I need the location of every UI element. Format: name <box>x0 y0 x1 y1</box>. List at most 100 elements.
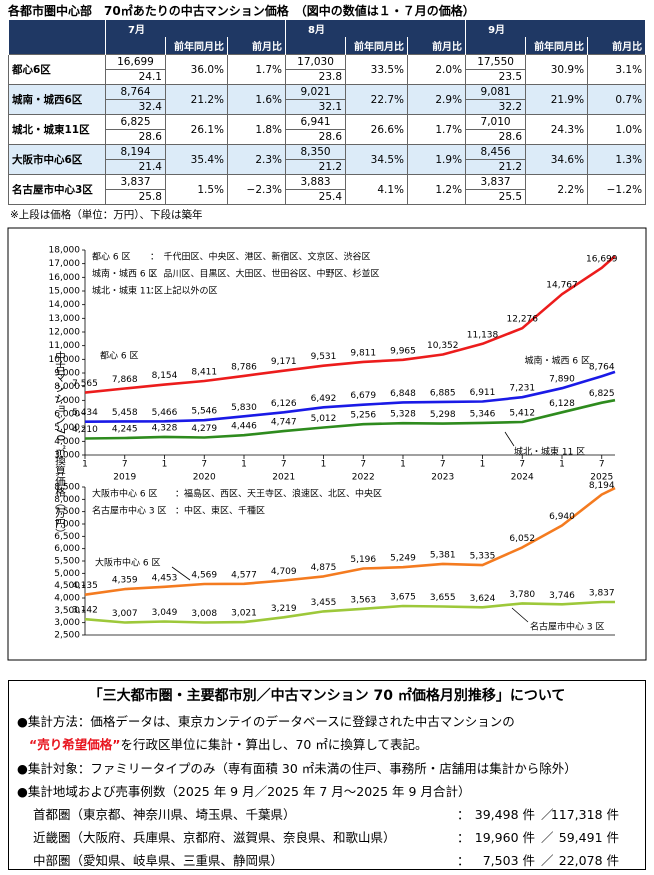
y-tick-label: 3,000 <box>54 451 80 461</box>
table-row: 名古屋市中心3区 3,837 25.8 1.5% −2.3% 3,883 25.4 4.1% 1… <box>8 174 647 205</box>
header-blank <box>8 20 106 55</box>
value-label: 6,911 <box>470 388 496 398</box>
value-label: 3,021 <box>231 609 257 619</box>
area-count: 39,498 件 <box>474 807 535 822</box>
value-label: 11,138 <box>467 330 499 340</box>
mom: 2.0% <box>407 54 467 85</box>
x-tick-label: 1 <box>400 460 406 470</box>
info-method-line: “売り希望価格”を行政区単位に集計・算出し、70 ㎡に換算して表記。 <box>29 734 427 753</box>
y-tick-label: 12,000 <box>49 328 81 338</box>
leader-line <box>171 566 191 581</box>
value-label: 8,764 <box>589 363 615 373</box>
year-label: 2020 <box>193 473 216 483</box>
price: 7,010 <box>466 115 526 130</box>
yoy: 30.9% <box>525 54 589 85</box>
price: 8,350 <box>286 145 346 160</box>
x-tick-label: 1 <box>241 460 247 470</box>
value-label: 6,940 <box>549 512 575 522</box>
value-label: 3,007 <box>112 609 138 619</box>
y-tick-label: 3,500 <box>54 606 80 616</box>
line-series <box>84 255 616 394</box>
yoy: 34.5% <box>345 144 409 175</box>
area-total: 59,491 件 <box>558 830 619 845</box>
line-series <box>84 370 616 423</box>
y-tick-label: 18,000 <box>49 246 81 256</box>
y-tick-label: 15,000 <box>49 287 81 297</box>
mom: 0.7% <box>587 84 647 115</box>
x-tick-label: 7 <box>122 460 128 470</box>
age: 21.2 <box>318 161 343 173</box>
subheader: 前年同月比 <box>345 37 409 55</box>
header-blank <box>285 37 347 55</box>
value-label: 4,747 <box>271 418 297 428</box>
x-tick-label: 7 <box>281 460 287 470</box>
mom: −2.3% <box>226 174 287 205</box>
y-tick-label: 13,000 <box>49 314 81 324</box>
age: 32.1 <box>318 101 343 113</box>
info-area-title: ●集計地域および売事例数（2025 年 9 月／2025 年 7 月～2025 … <box>17 784 471 799</box>
y-tick-label: 3,000 <box>54 618 80 628</box>
value-label: 4,577 <box>231 570 257 580</box>
x-tick-label: 1 <box>321 460 327 470</box>
value-label: 4,245 <box>112 424 138 434</box>
y-tick-label: 14,000 <box>49 300 81 310</box>
chart-frame <box>7 227 647 661</box>
y-tick-label: 4,500 <box>54 581 80 591</box>
area-name: 首都圏（東京都、神奈川県、埼玉県、千葉県） <box>33 807 296 822</box>
series-name: 都心 6 区 <box>100 351 138 362</box>
y-tick-label: 8,000 <box>54 382 80 392</box>
price-cell: 9,021 32.1 <box>285 84 347 115</box>
value-label: 16,699 <box>586 254 618 264</box>
price-cell: 17,550 23.5 <box>465 54 527 85</box>
price: 16,699 <box>106 55 165 70</box>
x-tick-label: 7 <box>599 460 605 470</box>
value-label: 5,546 <box>191 407 217 417</box>
year-label: 2023 <box>431 473 454 483</box>
y-tick-label: 10,000 <box>49 355 81 365</box>
value-label: 6,128 <box>549 399 575 409</box>
price-table: 7月 8月 9月 前年同月比 前月比 前年同月比 前月比 前年同月比 前月比 都心6区 16,699… <box>8 20 647 205</box>
yoy: 24.3% <box>525 114 589 145</box>
area-slash: ／ <box>541 830 554 845</box>
subheader: 前年同月比 <box>165 37 228 55</box>
value-label: 12,276 <box>507 315 539 325</box>
subheader: 前月比 <box>407 37 467 55</box>
info-title: 「三大都市圏・主要都市別／中古マンション 70 ㎡価格月別推移」について <box>88 688 566 704</box>
yoy: 1.5% <box>165 174 228 205</box>
age: 25.5 <box>498 191 523 203</box>
area-slash: ／ <box>541 807 554 822</box>
value-label: 6,848 <box>390 389 416 399</box>
value-label: 3,780 <box>509 590 535 600</box>
note-area: 城北・城東 11 区 <box>92 285 163 297</box>
info-method-rest: を行政区単位に集計・算出し、70 ㎡に換算して表記。 <box>120 737 428 752</box>
leader-line <box>504 431 515 447</box>
price: 17,030 <box>286 55 346 70</box>
subheader: 前月比 <box>226 37 287 55</box>
price: 9,081 <box>466 85 526 100</box>
y-tick-label: 5,500 <box>54 557 80 567</box>
note-area: 大阪市中心 6 区 <box>92 488 157 500</box>
value-label: 3,219 <box>271 604 297 614</box>
mom: 1.2% <box>407 174 467 205</box>
price: 8,456 <box>466 145 526 160</box>
value-label: 3,837 <box>589 589 615 599</box>
value-label: 4,709 <box>271 567 297 577</box>
age: 25.8 <box>138 191 162 203</box>
month-header: 7月 <box>104 20 287 37</box>
age: 23.5 <box>498 71 523 83</box>
value-label: 3,655 <box>430 593 456 603</box>
value-label: 4,279 <box>191 424 217 434</box>
price: 17,550 <box>466 55 526 70</box>
value-label: 4,875 <box>311 563 337 573</box>
note-wards: ： 品川区、目黒区、大田区、世田谷区、中野区、杉並区 <box>150 268 380 280</box>
value-label: 14,767 <box>546 281 578 291</box>
leader-line <box>511 607 529 623</box>
value-label: 8,154 <box>152 371 178 381</box>
x-tick-label: 1 <box>480 460 486 470</box>
value-label: 3,675 <box>390 593 416 603</box>
mom: 1.7% <box>226 54 287 85</box>
price-cell: 8,764 32.4 <box>105 84 166 115</box>
age: 28.6 <box>498 131 523 143</box>
value-label: 5,466 <box>152 408 178 418</box>
note-wards: ： 上記以外の区 <box>150 285 218 297</box>
